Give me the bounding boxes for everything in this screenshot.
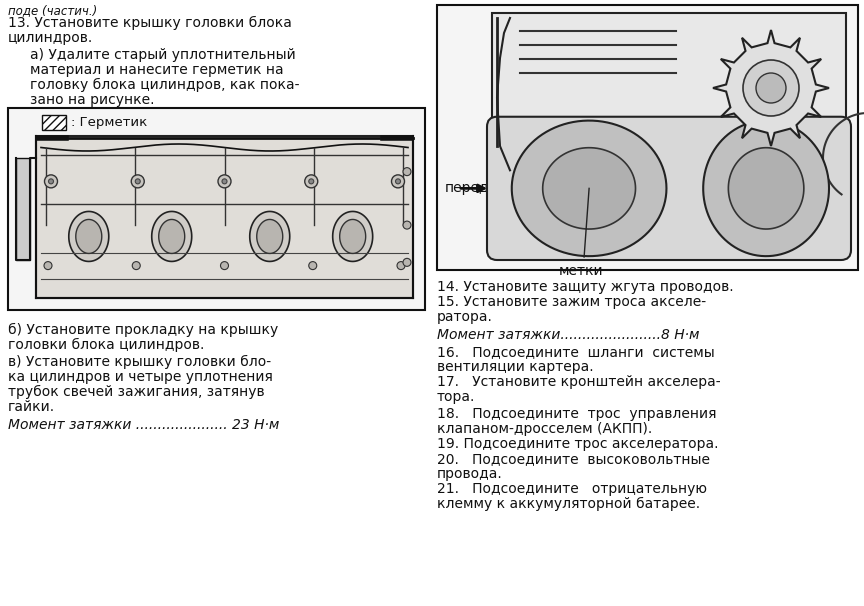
Text: цилиндров.: цилиндров. (8, 31, 93, 45)
Circle shape (397, 262, 405, 270)
Bar (437, 5, 858, 270)
Text: Момент затяжки.......................8 Н·м: Момент затяжки.......................8 Н… (437, 328, 700, 342)
Bar (16, 158, 30, 260)
Text: головки блока цилиндров.: головки блока цилиндров. (8, 338, 205, 352)
Circle shape (743, 60, 799, 116)
Text: материал и нанесите герметик на: материал и нанесите герметик на (30, 63, 283, 77)
Text: перед: перед (445, 181, 490, 195)
Text: 21.   Подсоедините   отрицательную: 21. Подсоедините отрицательную (437, 482, 707, 496)
Text: провода.: провода. (437, 467, 503, 481)
Text: 16.   Подсоедините  шланги  системы: 16. Подсоедините шланги системы (437, 345, 715, 359)
Bar (8, 108, 425, 310)
Polygon shape (340, 219, 365, 253)
Circle shape (45, 175, 58, 188)
Polygon shape (543, 148, 636, 229)
Text: зано на рисунке.: зано на рисунке. (30, 93, 155, 107)
FancyBboxPatch shape (487, 117, 851, 260)
Text: головку блока цилиндров, как пока-: головку блока цилиндров, как пока- (30, 78, 300, 92)
Bar (42, 115, 66, 130)
Circle shape (220, 262, 228, 270)
Text: б) Установите прокладку на крышку: б) Установите прокладку на крышку (8, 323, 278, 337)
Text: 15. Установите зажим троса акселе-: 15. Установите зажим троса акселе- (437, 295, 706, 309)
Text: клемму к аккумуляторной батарее.: клемму к аккумуляторной батарее. (437, 497, 700, 511)
Polygon shape (257, 219, 283, 253)
Polygon shape (69, 211, 109, 261)
Circle shape (403, 168, 411, 176)
Text: ратора.: ратора. (437, 310, 492, 324)
Circle shape (131, 175, 144, 188)
Polygon shape (76, 219, 102, 253)
Circle shape (308, 262, 317, 270)
Circle shape (396, 179, 401, 184)
Polygon shape (333, 211, 372, 261)
Polygon shape (713, 30, 829, 146)
Circle shape (403, 221, 411, 229)
Text: 20.   Подсоедините  высоковольтные: 20. Подсоедините высоковольтные (437, 452, 710, 466)
Text: поде (частич.): поде (частич.) (8, 4, 98, 17)
Text: тора.: тора. (437, 390, 475, 404)
Circle shape (218, 175, 231, 188)
Polygon shape (511, 121, 666, 256)
Polygon shape (152, 211, 192, 261)
Text: гайки.: гайки. (8, 400, 55, 414)
Polygon shape (159, 219, 185, 253)
Text: вентиляции картера.: вентиляции картера. (437, 360, 594, 374)
Circle shape (305, 175, 318, 188)
Polygon shape (250, 211, 289, 261)
Text: а) Удалите старый уплотнительный: а) Удалите старый уплотнительный (30, 48, 295, 62)
Polygon shape (728, 148, 804, 229)
Text: ка цилиндров и четыре уплотнения: ка цилиндров и четыре уплотнения (8, 370, 273, 384)
Text: 18.   Подсоедините  трос  управления: 18. Подсоедините трос управления (437, 407, 716, 421)
Text: в) Установите крышку головки бло-: в) Установите крышку головки бло- (8, 355, 271, 369)
Circle shape (403, 258, 411, 267)
Text: Момент затяжки ..................... 23 Н·м: Момент затяжки ..................... 23 … (8, 418, 279, 432)
Text: : Герметик: : Герметик (71, 116, 147, 129)
Text: трубок свечей зажигания, затянув: трубок свечей зажигания, затянув (8, 385, 264, 399)
Polygon shape (703, 121, 829, 256)
Text: 19. Подсоедините трос акселератора.: 19. Подсоедините трос акселератора. (437, 437, 719, 451)
Circle shape (44, 262, 52, 270)
Text: 14. Установите защиту жгута проводов.: 14. Установите защиту жгута проводов. (437, 280, 734, 294)
Circle shape (756, 73, 786, 103)
Bar (36, 136, 413, 298)
Text: метки: метки (559, 264, 604, 278)
Text: клапаном-дросселем (АКПП).: клапаном-дросселем (АКПП). (437, 422, 652, 436)
Circle shape (222, 179, 227, 184)
Text: 17.   Установите кронштейн акселера-: 17. Установите кронштейн акселера- (437, 375, 721, 389)
Circle shape (132, 262, 140, 270)
Circle shape (308, 179, 314, 184)
Bar (492, 13, 846, 255)
Circle shape (48, 179, 54, 184)
Circle shape (391, 175, 404, 188)
Text: 13. Установите крышку головки блока: 13. Установите крышку головки блока (8, 16, 292, 30)
Circle shape (136, 179, 140, 184)
